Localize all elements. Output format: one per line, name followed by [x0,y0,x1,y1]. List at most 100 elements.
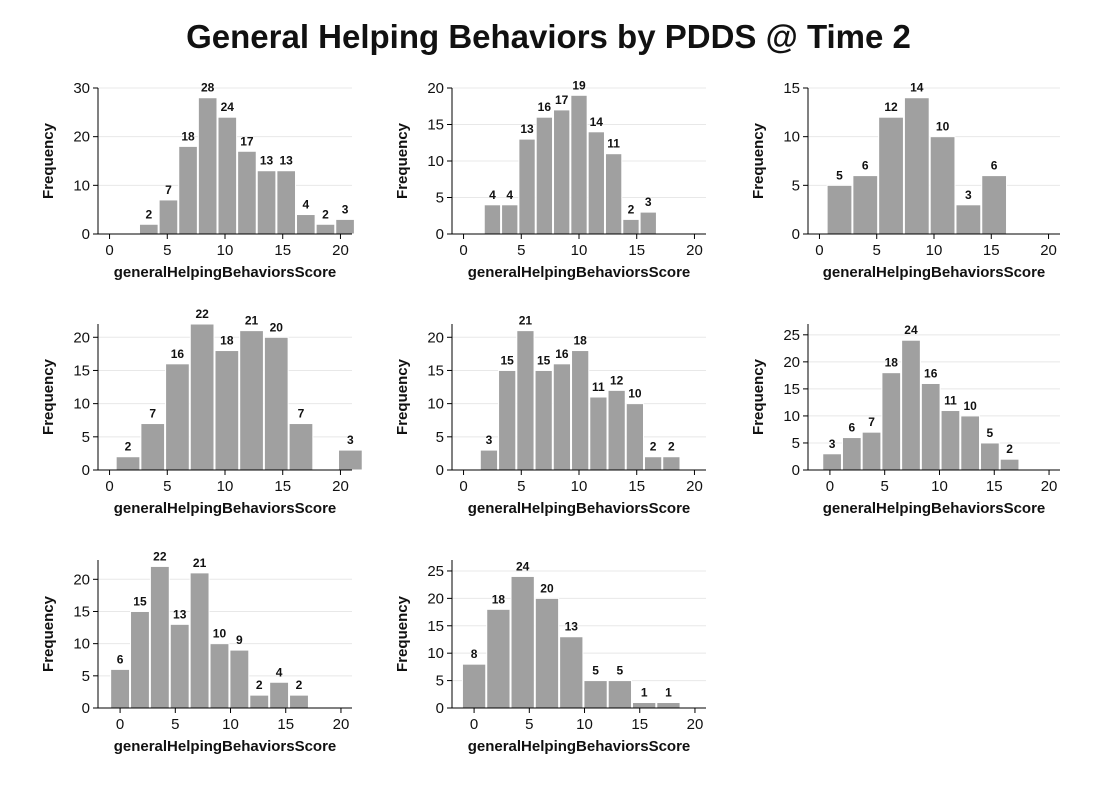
y-tick-label: 10 [427,153,444,170]
histogram-bar [498,369,517,471]
histogram-bar [999,458,1020,471]
bar-count-label: 20 [540,581,554,595]
bar-count-label: 18 [181,129,195,143]
x-tick-label: 0 [105,242,113,259]
histogram-bar [981,175,1008,235]
histogram-bar [656,702,681,709]
bar-count-label: 11 [944,394,957,408]
y-tick-label: 15 [427,362,444,379]
bar-count-label: 10 [628,387,642,401]
bar-count-label: 3 [486,433,493,447]
histogram-bar [315,223,336,235]
histogram-bar [535,116,554,235]
histogram-bar [115,456,141,471]
y-tick-label: 15 [427,618,444,635]
bar-count-label: 2 [145,207,152,221]
histogram-bar [571,350,590,471]
histogram-bar [553,109,571,235]
histogram-bar [607,389,626,471]
bar-count-label: 21 [519,314,533,328]
x-axis-title: generalHelpingBehaviorsScore [468,500,691,517]
histogram-bar [852,175,879,235]
bar-count-label: 28 [201,81,215,95]
bar-count-label: 6 [991,159,998,173]
bar-count-label: 3 [645,195,652,209]
histogram-bar [269,681,290,709]
x-tick-label: 0 [116,716,124,733]
bar-count-label: 13 [520,122,534,136]
bar-count-label: 13 [260,154,274,168]
bar-count-label: 12 [610,373,624,387]
y-tick-label: 10 [427,396,444,413]
bar-count-label: 12 [884,100,898,114]
bar-count-label: 11 [592,380,605,394]
bar-count-label: 2 [650,440,657,454]
y-tick-label: 10 [73,177,90,194]
x-tick-label: 0 [105,478,113,495]
y-tick-label: 0 [436,226,444,243]
histogram-bar [552,363,572,471]
histogram-bar [534,369,553,471]
histogram-bar [901,339,921,471]
bar-count-label: 18 [492,592,506,606]
histogram-bar [249,694,270,709]
x-tick-label: 15 [631,716,648,733]
x-tick-label: 15 [628,478,645,495]
x-axis-title: generalHelpingBehaviorsScore [468,264,691,281]
x-tick-label: 0 [826,478,834,495]
y-tick-label: 20 [73,129,90,146]
y-tick-label: 0 [792,226,800,243]
bar-count-label: 3 [342,202,349,216]
bar-count-label: 7 [298,407,305,421]
x-tick-label: 10 [571,478,588,495]
x-tick-label: 10 [926,242,943,259]
x-tick-label: 10 [576,716,593,733]
histogram-bar [197,97,218,235]
y-tick-label: 10 [783,408,800,425]
histogram-bar [289,694,309,709]
bar-count-label: 24 [904,323,918,337]
bar-count-label: 20 [270,320,284,334]
x-tick-label: 0 [459,478,467,495]
histogram-bar [288,423,314,471]
histogram-bar [559,636,584,709]
bar-count-label: 4 [506,188,513,202]
x-tick-label: 20 [332,242,349,259]
histogram-bar [510,575,535,709]
bar-count-label: 5 [836,168,843,182]
bar-count-label: 19 [572,78,586,92]
x-tick-label: 15 [986,478,1003,495]
x-tick-label: 5 [881,478,889,495]
y-tick-label: 15 [427,117,444,134]
x-axis-title: generalHelpingBehaviorsScore [114,738,337,755]
bar-count-label: 16 [555,347,569,361]
bar-count-label: 17 [240,134,254,148]
histogram-bar [534,597,560,709]
y-tick-label: 20 [427,590,444,607]
x-tick-label: 5 [525,716,533,733]
bar-count-label: 6 [862,159,869,173]
y-tick-label: 20 [73,329,90,346]
y-tick-label: 5 [436,190,444,207]
x-tick-label: 0 [459,242,467,259]
bar-count-label: 10 [963,399,977,413]
y-tick-label: 10 [427,645,444,662]
histogram-bar [903,97,930,235]
x-tick-label: 10 [217,478,234,495]
y-tick-label: 10 [73,396,90,413]
x-tick-label: 10 [222,716,239,733]
page-title: General Helping Behaviors by PDDS @ Time… [186,18,911,55]
y-axis-title: Frequency [394,122,411,199]
bar-count-label: 21 [245,314,259,328]
y-tick-label: 10 [783,129,800,146]
bar-count-label: 13 [280,154,294,168]
x-axis-title: generalHelpingBehaviorsScore [823,500,1046,517]
y-tick-label: 0 [792,462,800,479]
histogram-bar [209,643,230,709]
x-tick-label: 20 [332,478,349,495]
histogram-bar [570,94,588,235]
y-tick-label: 20 [73,571,90,588]
